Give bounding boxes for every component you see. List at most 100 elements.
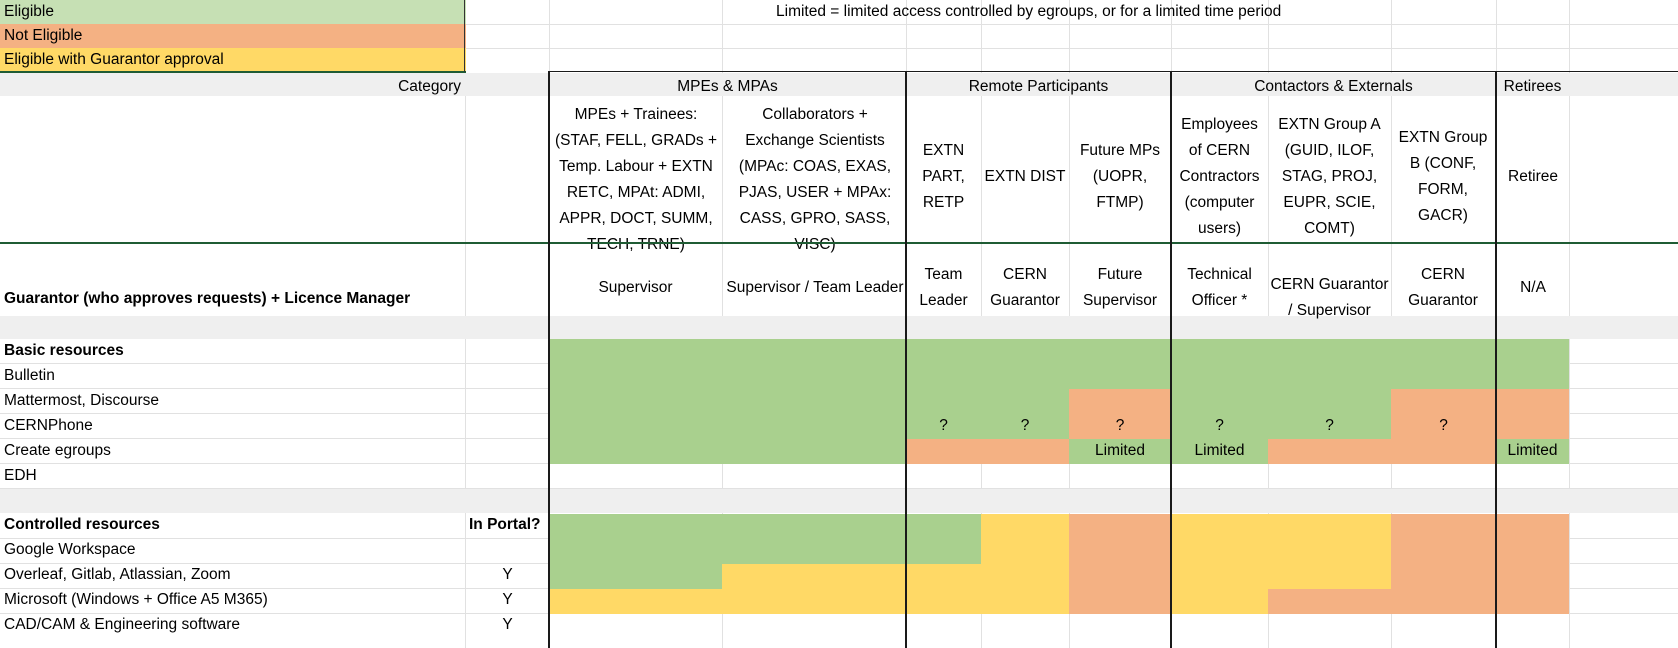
status-cell-text: ? bbox=[1325, 416, 1334, 434]
group-remote: Remote Participants bbox=[968, 78, 1109, 95]
status-cell bbox=[1171, 414, 1268, 439]
status-cell bbox=[906, 414, 981, 439]
status-cell-text: ? bbox=[939, 416, 948, 434]
column-header-future-mps: Future MPs (UOPR, FTMP) bbox=[1079, 142, 1161, 211]
status-cell bbox=[722, 439, 906, 464]
border bbox=[0, 71, 466, 73]
border bbox=[905, 71, 907, 648]
legend-note: Limited = limited access controlled by e… bbox=[776, 3, 1282, 20]
status-cell bbox=[1496, 389, 1569, 414]
status-cell bbox=[722, 514, 906, 539]
status-cell bbox=[1391, 339, 1496, 364]
status-cell bbox=[1268, 439, 1391, 464]
status-cell bbox=[549, 564, 722, 589]
status-cell bbox=[1069, 389, 1171, 414]
status-cell bbox=[1496, 564, 1569, 589]
border bbox=[548, 71, 550, 648]
resource-name: Overleaf, Gitlab, Atlassian, Zoom bbox=[4, 566, 231, 583]
status-cell bbox=[722, 564, 906, 589]
section-band-controlled bbox=[0, 489, 1678, 513]
status-cell bbox=[1391, 414, 1496, 439]
border bbox=[1170, 71, 1172, 648]
guarantor-value: Technical Officer * bbox=[1187, 266, 1252, 309]
status-cell bbox=[549, 589, 722, 614]
column-header-extn-group-b: EXTN Group B (CONF, FORM, GACR) bbox=[1398, 129, 1488, 224]
column-header-contractor-employees: Employees of CERN Contractors (computer … bbox=[1179, 116, 1260, 237]
status-cell bbox=[549, 364, 722, 389]
legend-eligible-swatch bbox=[0, 0, 466, 24]
status-cell bbox=[1171, 389, 1268, 414]
guarantor-value: CERN Guarantor / Supervisor bbox=[1270, 276, 1389, 319]
status-cell bbox=[722, 589, 906, 614]
border bbox=[0, 242, 1678, 244]
status-cell bbox=[1069, 564, 1171, 589]
status-cell bbox=[906, 564, 981, 589]
status-cell bbox=[1268, 339, 1391, 364]
status-cell bbox=[549, 514, 722, 539]
status-cell bbox=[1496, 539, 1569, 564]
in-portal-value: Y bbox=[502, 591, 513, 608]
status-cell bbox=[549, 439, 722, 464]
border bbox=[549, 71, 1678, 72]
in-portal-value: Y bbox=[502, 566, 513, 583]
group-retirees: Retirees bbox=[1503, 78, 1562, 95]
status-cell bbox=[1391, 564, 1496, 589]
guarantor-label: Guarantor (who approves requests) + Lice… bbox=[4, 290, 411, 307]
status-cell bbox=[1391, 514, 1496, 539]
status-cell bbox=[1069, 589, 1171, 614]
resource-name: Google Workspace bbox=[4, 541, 136, 558]
in-portal-header: In Portal? bbox=[469, 516, 541, 533]
status-cell bbox=[722, 539, 906, 564]
status-cell bbox=[1268, 389, 1391, 414]
status-cell bbox=[1171, 364, 1268, 389]
group-contractors: Contactors & Externals bbox=[1254, 78, 1413, 95]
legend-eligible: Eligible bbox=[4, 3, 54, 20]
status-cell bbox=[549, 414, 722, 439]
status-cell bbox=[981, 339, 1069, 364]
status-cell-text: Limited bbox=[1194, 441, 1245, 459]
status-cell bbox=[1496, 364, 1569, 389]
status-cell-text: ? bbox=[1115, 416, 1125, 434]
status-cell bbox=[1171, 564, 1268, 589]
status-cell-text: Limited bbox=[1095, 441, 1145, 459]
status-cell bbox=[981, 414, 1069, 439]
status-cell bbox=[1496, 589, 1569, 614]
status-cell bbox=[722, 339, 906, 364]
header-band bbox=[0, 73, 1678, 96]
column-header-collaborators: Collaborators + Exchange Scientists (MPA… bbox=[738, 106, 892, 253]
status-cell bbox=[981, 439, 1069, 464]
status-cell bbox=[981, 564, 1069, 589]
gridline bbox=[0, 48, 1678, 49]
status-cell bbox=[906, 439, 981, 464]
column-header-retiree: Retiree bbox=[1508, 168, 1558, 185]
status-cell bbox=[1496, 414, 1569, 439]
resource-name: Create egroups bbox=[4, 442, 111, 459]
guarantor-value: Team Leader bbox=[919, 266, 968, 309]
legend-not-eligible-swatch bbox=[0, 24, 466, 48]
status-cell bbox=[906, 514, 981, 539]
status-cell bbox=[1268, 589, 1391, 614]
status-cell bbox=[549, 539, 722, 564]
section-band-basic bbox=[0, 316, 1678, 339]
guarantor-value: CERN Guarantor bbox=[1408, 266, 1478, 309]
status-cell bbox=[981, 539, 1069, 564]
status-cell bbox=[1391, 364, 1496, 389]
status-cell bbox=[1069, 414, 1171, 439]
guarantor-value: Future Supervisor bbox=[1082, 266, 1158, 309]
guarantor-value: CERN Guarantor bbox=[990, 266, 1060, 309]
in-portal-value: Y bbox=[502, 616, 513, 633]
status-cell bbox=[549, 339, 722, 364]
controlled-resources-label: Controlled resources bbox=[4, 516, 160, 533]
status-cell bbox=[981, 514, 1069, 539]
status-cell bbox=[1391, 389, 1496, 414]
resource-name: CAD/CAM & Engineering software bbox=[4, 616, 241, 633]
status-cell bbox=[722, 414, 906, 439]
legend-guarantor: Eligible with Guarantor approval bbox=[4, 51, 224, 68]
status-cell bbox=[1171, 514, 1268, 539]
border bbox=[464, 0, 465, 72]
status-cell bbox=[906, 364, 981, 389]
status-cell-text: ? bbox=[1020, 416, 1030, 434]
status-cell-text: ? bbox=[1215, 416, 1224, 434]
gridline bbox=[0, 24, 1678, 25]
